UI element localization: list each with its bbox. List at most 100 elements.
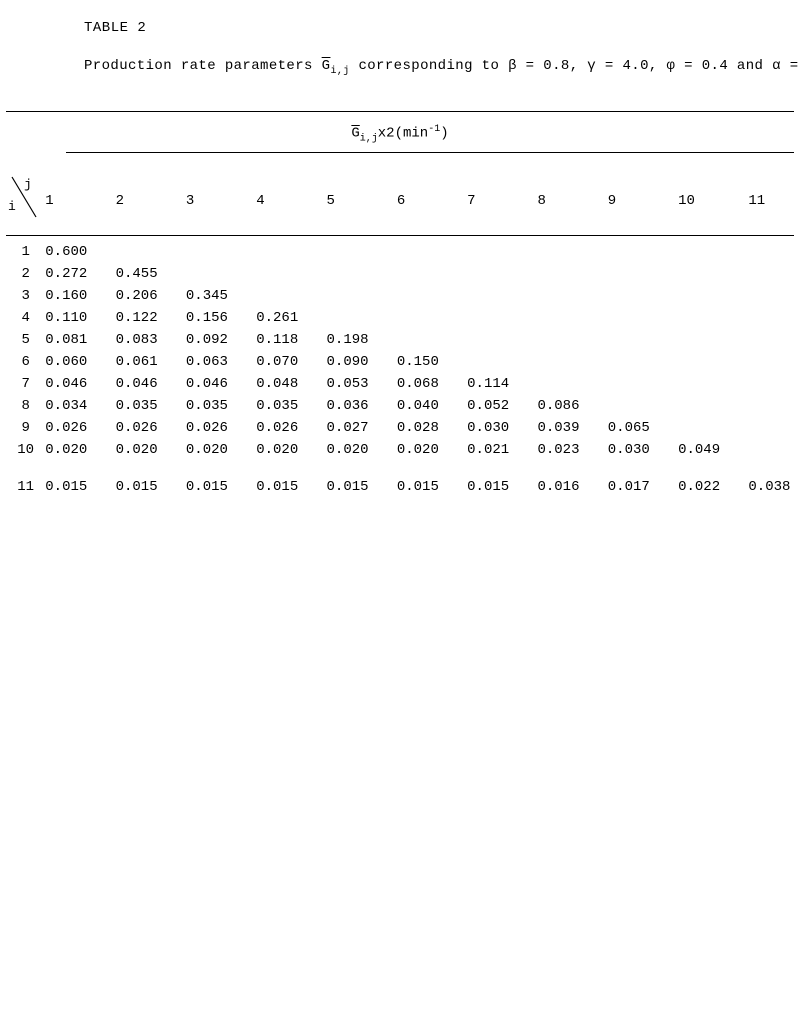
column-header: 8	[537, 173, 607, 229]
table-cell	[748, 329, 794, 351]
table-row: 30.1600.2060.345	[6, 285, 794, 307]
table-cell: 0.046	[186, 373, 256, 395]
row-header: 7	[6, 373, 45, 395]
table-cell	[327, 307, 397, 329]
table-cell: 0.022	[678, 461, 748, 513]
table-cell: 0.110	[45, 307, 115, 329]
table-cell: 0.070	[256, 351, 326, 373]
table-cell: 0.015	[256, 461, 326, 513]
table-row: 70.0460.0460.0460.0480.0530.0680.114	[6, 373, 794, 395]
table-row: 50.0810.0830.0920.1180.198	[6, 329, 794, 351]
table-cell	[608, 263, 678, 285]
table-cell: 0.020	[256, 439, 326, 461]
table-cell: 0.118	[256, 329, 326, 351]
table-cell	[537, 351, 607, 373]
table-cell	[467, 351, 537, 373]
table-cell: 0.122	[116, 307, 186, 329]
column-header: 3	[186, 173, 256, 229]
table-cell: 0.021	[467, 439, 537, 461]
table-row: 10.600	[6, 241, 794, 263]
table-row: 20.2720.455	[6, 263, 794, 285]
table-cell	[537, 241, 607, 263]
table-cell	[748, 373, 794, 395]
table-cell	[256, 285, 326, 307]
table-cell: 0.017	[608, 461, 678, 513]
table-cell: 0.063	[186, 351, 256, 373]
table-cell	[748, 439, 794, 461]
table-cell: 0.020	[397, 439, 467, 461]
table-cell: 0.090	[327, 351, 397, 373]
corner-i-label: i	[8, 199, 16, 214]
table-row: 90.0260.0260.0260.0260.0270.0280.0300.03…	[6, 417, 794, 439]
table-cell	[327, 241, 397, 263]
table-cell: 0.030	[608, 439, 678, 461]
table-cell	[537, 329, 607, 351]
column-header: 1	[45, 173, 115, 229]
table-cell: 0.040	[397, 395, 467, 417]
table-cell: 0.026	[116, 417, 186, 439]
corner-cell: j i	[6, 173, 44, 229]
table-cell	[467, 329, 537, 351]
table-cell: 0.020	[116, 439, 186, 461]
column-header: 11	[748, 173, 794, 229]
table-cell: 0.027	[327, 417, 397, 439]
table-cell: 0.600	[45, 241, 115, 263]
table-cell	[256, 241, 326, 263]
corner-j-label: j	[24, 177, 32, 192]
table-row: 40.1100.1220.1560.261	[6, 307, 794, 329]
table-cell: 0.015	[186, 461, 256, 513]
table-cell	[397, 329, 467, 351]
table-row: 80.0340.0350.0350.0350.0360.0400.0520.08…	[6, 395, 794, 417]
table-cell: 0.160	[45, 285, 115, 307]
row-header: 11	[6, 461, 45, 513]
table-cell: 0.114	[467, 373, 537, 395]
table-cell: 0.020	[45, 439, 115, 461]
row-header: 2	[6, 263, 45, 285]
table-cell	[397, 241, 467, 263]
table-cell	[748, 395, 794, 417]
unit-symbol-g: G	[351, 125, 359, 141]
column-header: 9	[608, 173, 678, 229]
row-header: 5	[6, 329, 45, 351]
table-cell: 0.198	[327, 329, 397, 351]
table-row: 110.0150.0150.0150.0150.0150.0150.0150.0…	[6, 461, 794, 513]
table-cell: 0.035	[186, 395, 256, 417]
table-cell: 0.092	[186, 329, 256, 351]
row-header: 9	[6, 417, 45, 439]
table-cell: 0.026	[186, 417, 256, 439]
table-cell: 0.272	[45, 263, 115, 285]
table-cell: 0.023	[537, 439, 607, 461]
table-cell: 0.026	[45, 417, 115, 439]
header-bottom-rule	[6, 235, 794, 236]
row-header: 3	[6, 285, 45, 307]
table-cell	[467, 263, 537, 285]
table-cell: 0.028	[397, 417, 467, 439]
table-cell: 0.061	[116, 351, 186, 373]
table-cell	[678, 395, 748, 417]
table-cell: 0.261	[256, 307, 326, 329]
table-row: 100.0200.0200.0200.0200.0200.0200.0210.0…	[6, 439, 794, 461]
inner-rule	[66, 152, 794, 153]
caption-symbol-sub: i,j	[330, 66, 349, 77]
table-cell	[397, 285, 467, 307]
row-header: 4	[6, 307, 45, 329]
table-cell	[186, 241, 256, 263]
table-cell: 0.150	[397, 351, 467, 373]
table-body: 10.60020.2720.45530.1600.2060.34540.1100…	[6, 241, 794, 513]
table-cell: 0.065	[608, 417, 678, 439]
table-cell	[397, 263, 467, 285]
unit-exp: -1	[428, 124, 440, 135]
table-cell	[397, 307, 467, 329]
table-cell	[537, 373, 607, 395]
table-cell	[327, 263, 397, 285]
column-header: 2	[116, 173, 186, 229]
table-cell: 0.052	[467, 395, 537, 417]
unit-suffix-b: )	[440, 125, 448, 141]
table-cell	[678, 351, 748, 373]
table-cell	[678, 417, 748, 439]
table-row: 60.0600.0610.0630.0700.0900.150	[6, 351, 794, 373]
table-cell: 0.068	[397, 373, 467, 395]
table-cell	[116, 241, 186, 263]
table-cell: 0.455	[116, 263, 186, 285]
unit-header: Gi,jx2(min-1)	[6, 124, 794, 144]
